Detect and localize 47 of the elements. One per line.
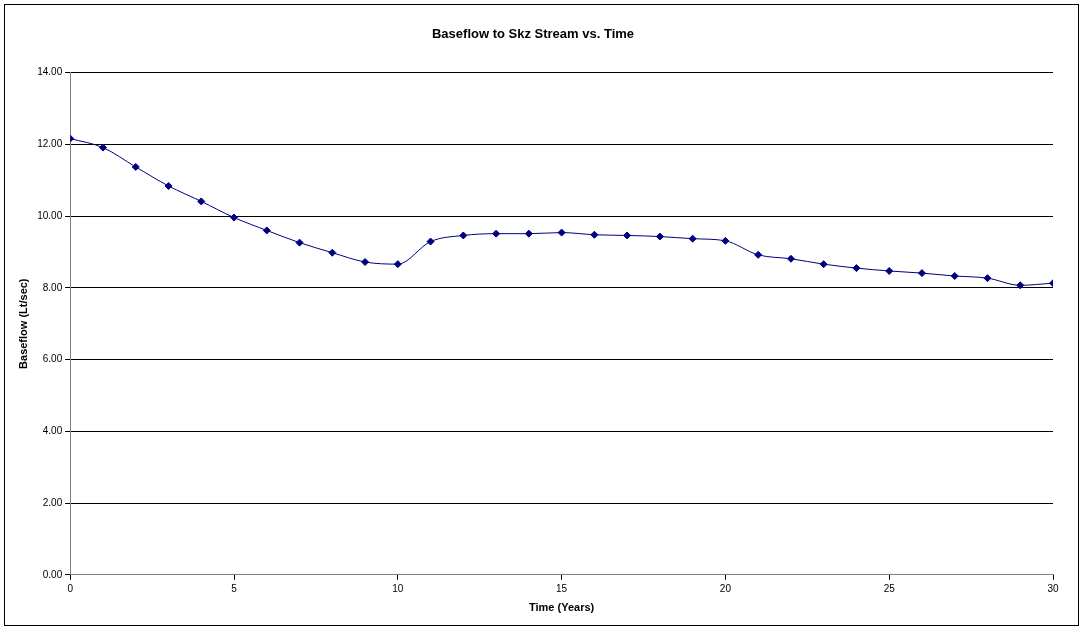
chart-title: Baseflow to Skz Stream vs. Time xyxy=(431,26,635,42)
y-tick-label: 8.00 xyxy=(42,281,63,293)
point xyxy=(917,269,926,278)
x-tick-label: 0 xyxy=(67,582,74,594)
y-tick-label: 12.00 xyxy=(37,138,63,150)
point xyxy=(426,237,435,246)
point xyxy=(164,181,173,190)
point xyxy=(459,231,468,240)
x-tick-label: 25 xyxy=(883,582,896,594)
point xyxy=(295,238,304,247)
point xyxy=(950,271,959,280)
y-tick-label: 6.00 xyxy=(42,353,63,365)
y-tick-label: 0.00 xyxy=(42,568,63,580)
x-axis-title: Time (Years) xyxy=(528,601,595,614)
point xyxy=(230,213,239,222)
y-tick-label: 4.00 xyxy=(42,425,63,437)
point xyxy=(197,197,206,206)
point xyxy=(721,236,730,245)
y-tick-label: 10.00 xyxy=(37,209,63,221)
point xyxy=(131,162,140,171)
x-tick-label: 10 xyxy=(392,582,404,594)
point xyxy=(688,234,697,243)
point xyxy=(328,248,337,257)
y-tick-label: 14.00 xyxy=(37,66,63,78)
x-tick-label: 20 xyxy=(719,582,732,594)
point xyxy=(524,229,533,238)
point xyxy=(983,274,992,283)
x-tick-label: 30 xyxy=(1047,582,1059,594)
point xyxy=(655,232,664,241)
y-axis-title: Baseflow (Lt/sec) xyxy=(16,278,29,369)
point xyxy=(786,254,795,263)
point xyxy=(590,230,599,239)
point xyxy=(393,260,402,269)
point xyxy=(623,231,632,240)
point xyxy=(754,250,763,259)
x-tick-label: 5 xyxy=(231,582,238,594)
point xyxy=(98,143,107,152)
y-tick-label: 2.00 xyxy=(42,496,63,508)
point xyxy=(492,229,501,238)
point xyxy=(557,228,566,237)
point xyxy=(819,260,828,269)
point xyxy=(262,226,271,235)
x-tick-label: 15 xyxy=(556,582,568,594)
point xyxy=(852,264,861,273)
point xyxy=(1016,281,1025,290)
point xyxy=(885,266,894,275)
point xyxy=(361,258,370,266)
